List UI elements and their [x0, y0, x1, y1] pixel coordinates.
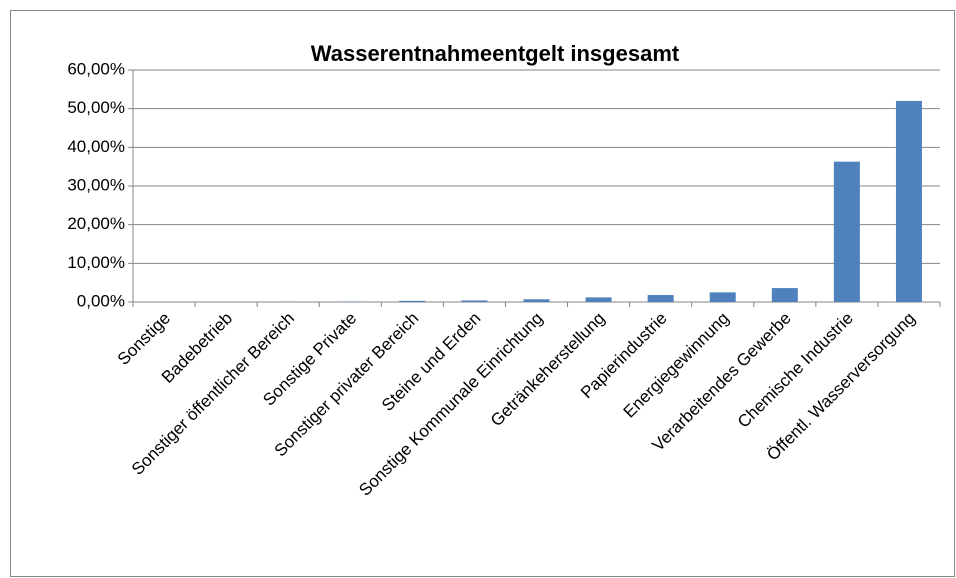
y-tick-label: 40,00% — [67, 137, 125, 156]
bar — [833, 161, 860, 302]
bar — [523, 299, 550, 302]
y-tick-label: 10,00% — [67, 253, 125, 272]
bar — [585, 297, 612, 302]
bar — [895, 100, 922, 302]
y-tick-label: 20,00% — [67, 214, 125, 233]
y-tick-label: 50,00% — [67, 98, 125, 117]
chart-title: Wasserentnahmeentgelt insgesamt — [311, 41, 680, 66]
y-tick-label: 0,00% — [77, 291, 125, 310]
bar — [399, 300, 426, 302]
bar — [709, 292, 736, 302]
bar — [771, 288, 798, 302]
y-tick-label: 30,00% — [67, 175, 125, 194]
chart-border — [10, 10, 955, 577]
y-tick-label: 60,00% — [67, 59, 125, 78]
bar — [647, 295, 674, 302]
bar — [461, 300, 488, 302]
